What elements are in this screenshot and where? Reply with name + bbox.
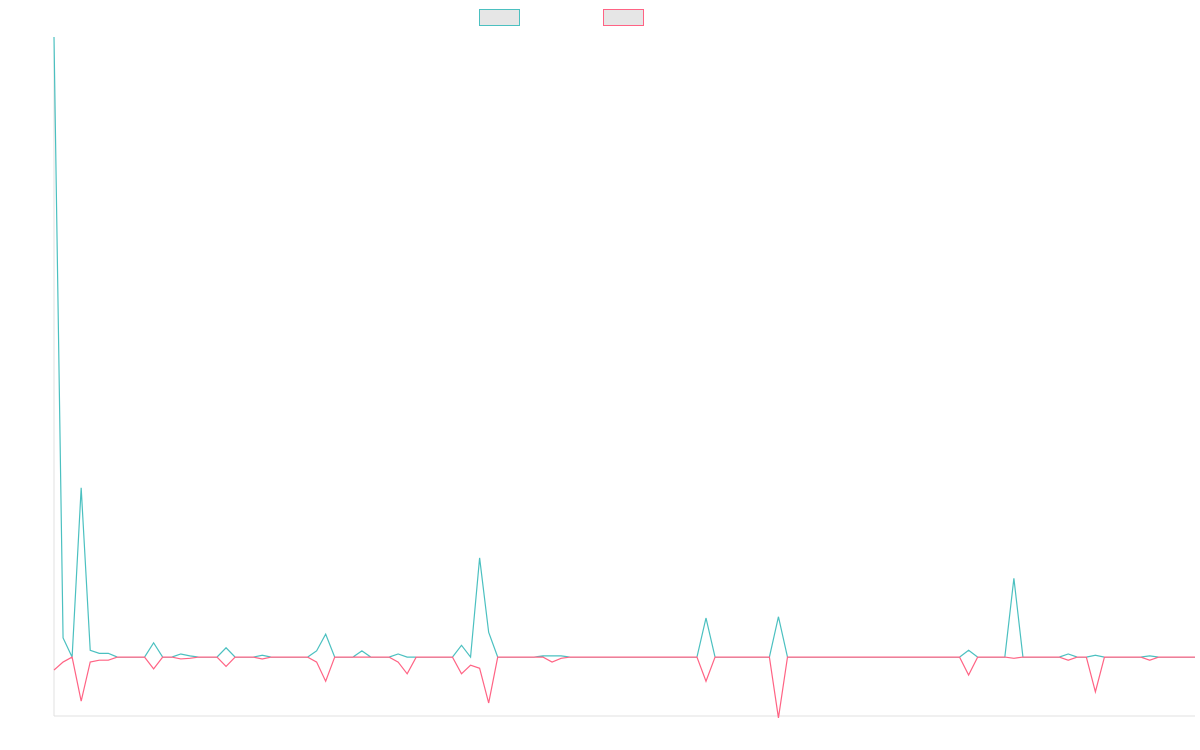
legend-swatch[interactable] — [479, 9, 520, 26]
legend-swatch[interactable] — [603, 9, 644, 26]
line-series — [53, 36, 1195, 659]
line-series — [53, 656, 1195, 718]
